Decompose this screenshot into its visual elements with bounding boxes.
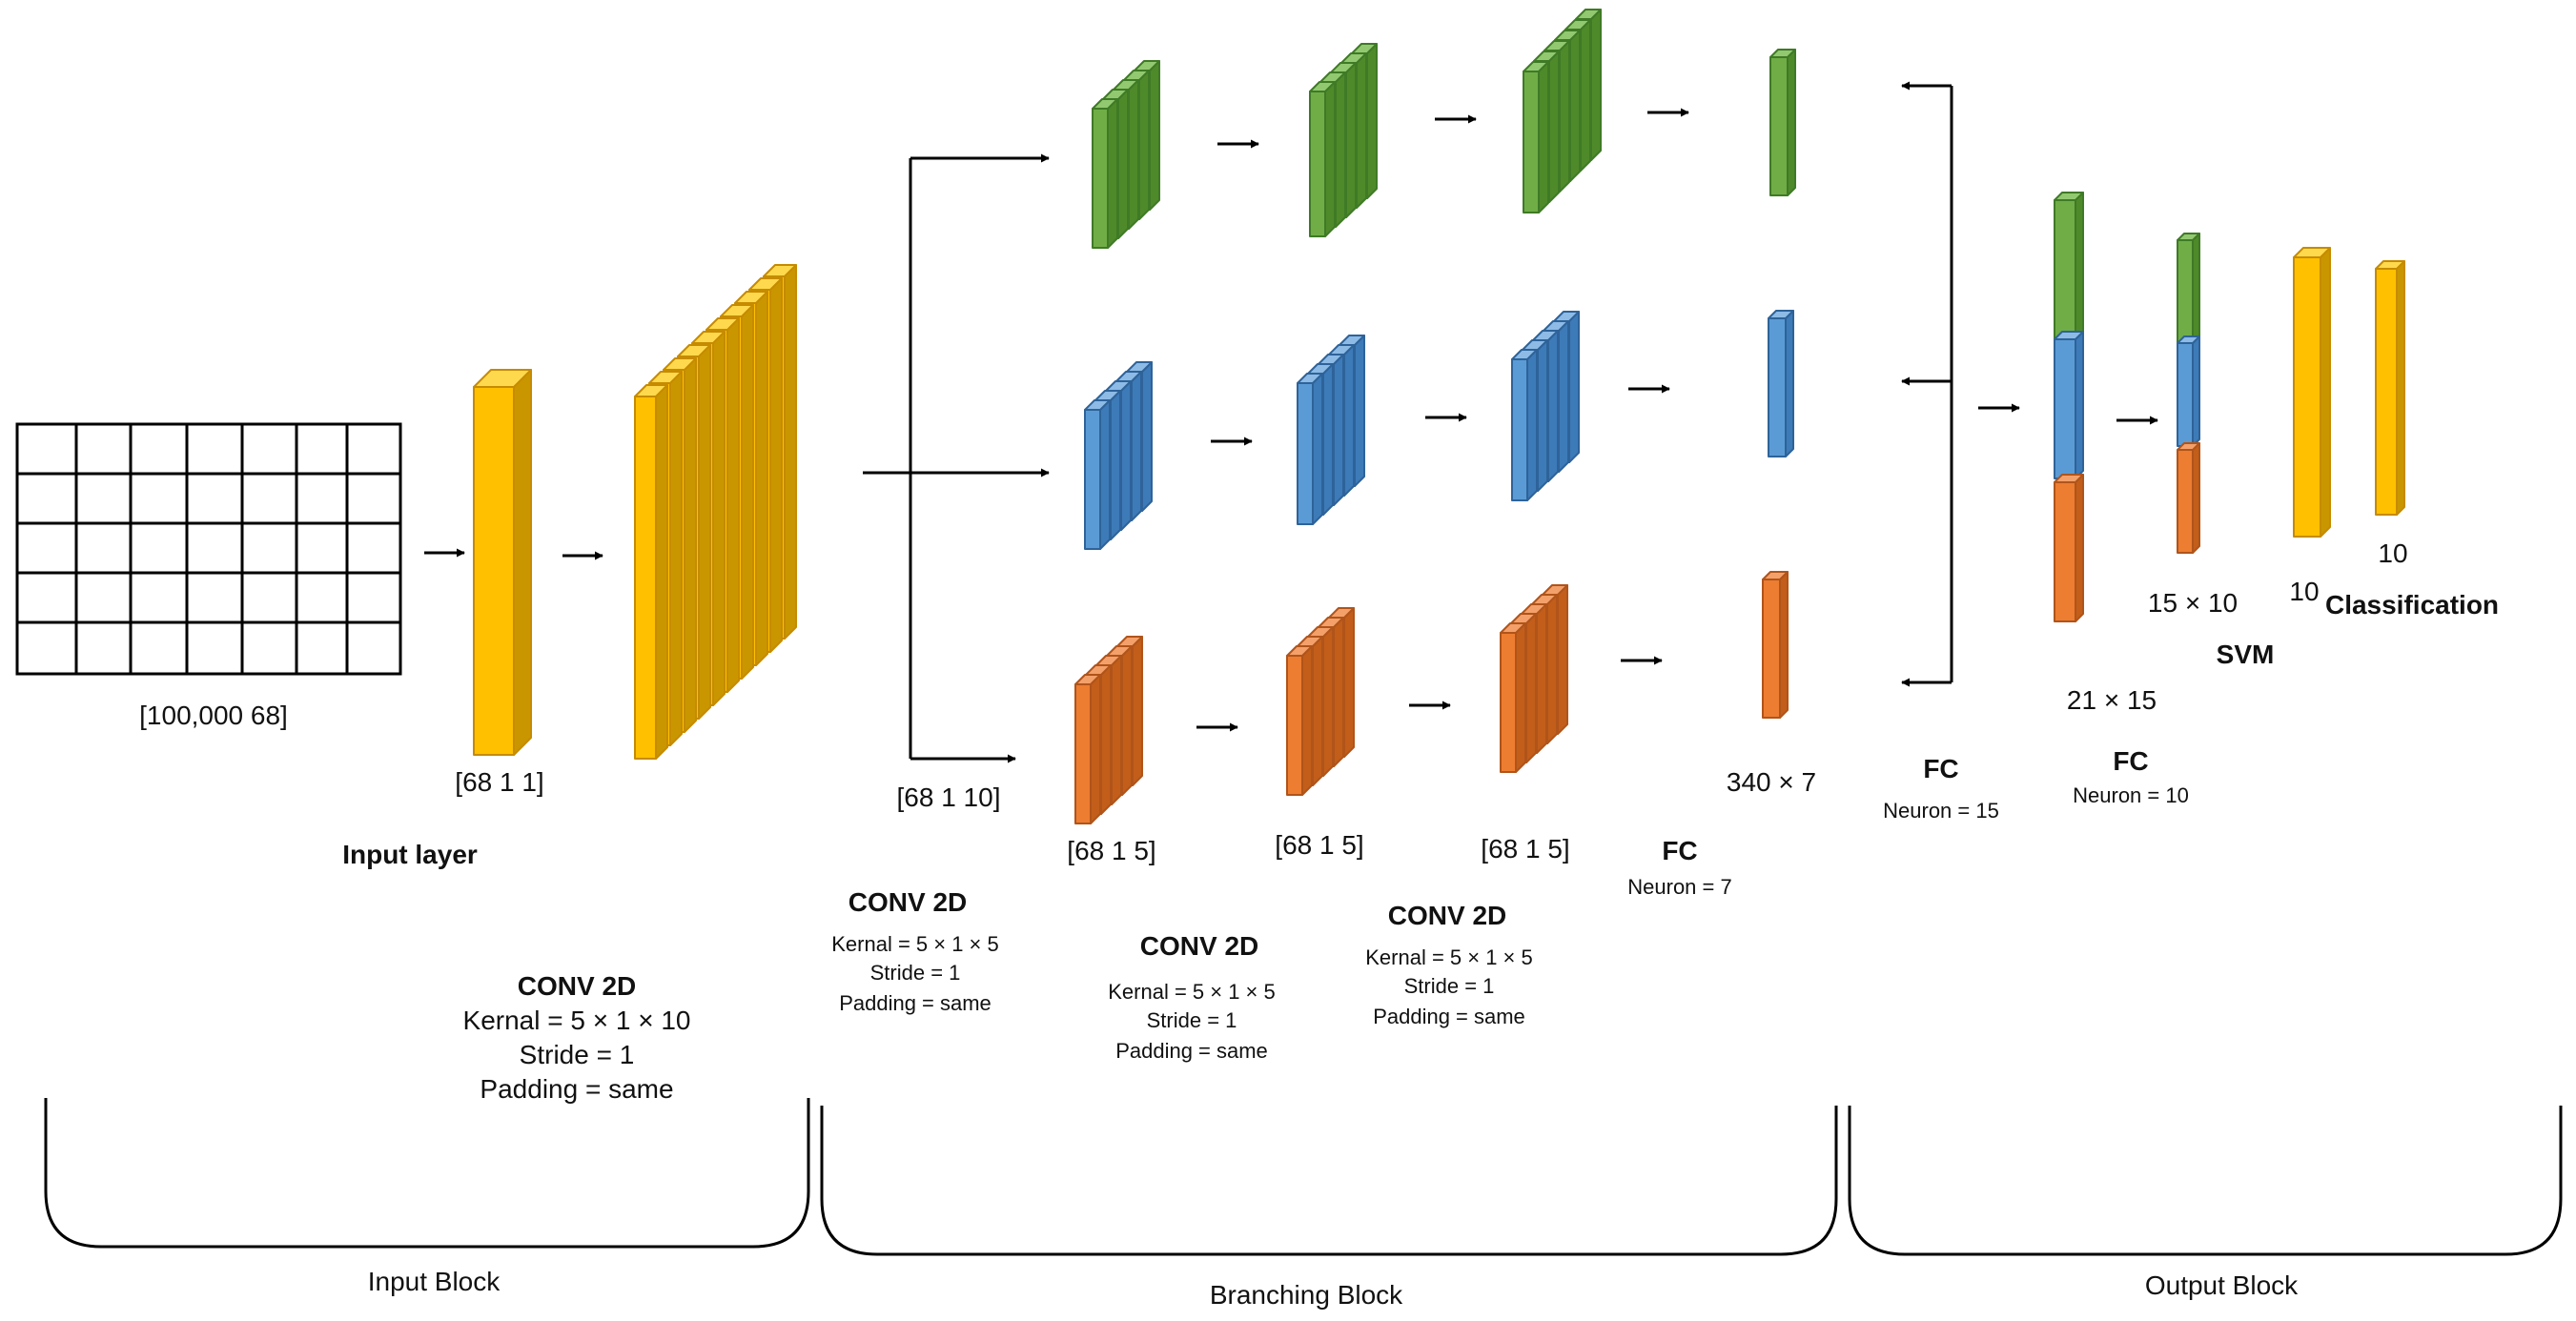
output-block-label: Output Block [2145,1270,2299,1300]
orange-conv3-stack [1500,584,1568,773]
green-fc-block [1769,49,1796,196]
conv3-kernel: Kernal = 5 × 1 × 5 [1365,945,1533,969]
fc1-title: FC [1923,754,1958,783]
conv3-stride: Stride = 1 [1404,974,1495,998]
svm-shape: 10 [2289,577,2319,606]
orange-conv1-stack [1074,636,1143,824]
branch-shape-3: [68 1 5] [1481,834,1569,864]
svm-title: SVM [2217,640,2275,669]
blue-conv3-stack [1511,311,1580,501]
blue-conv2-stack [1297,335,1365,525]
concat-blue [2054,331,2084,479]
branch-shape-2: [68 1 5] [1275,830,1363,860]
layer-blocks [473,9,2405,824]
branching-block-brace [820,1106,1838,1256]
classification-title: Classification [2325,590,2499,620]
svm-block [2293,247,2331,538]
branch-shape-1: [68 1 5] [1067,836,1155,865]
conv2-stride: Stride = 1 [1147,1008,1237,1032]
blue-fc-block [1768,310,1794,457]
fc-branch-title: FC [1662,836,1697,865]
fc2-orange [2177,442,2200,554]
green-conv2-stack [1309,43,1378,237]
input-conv-stack [634,264,797,760]
conv1-stride: Stride = 1 [870,961,961,985]
conv3-title: CONV 2D [1388,901,1506,930]
conv1-title: CONV 2D [848,887,967,917]
fc2-title: FC [2113,746,2148,776]
fc1-neuron: Neuron = 15 [1883,799,1999,823]
conv2-title: CONV 2D [1140,931,1258,961]
conv-input-padding: Padding = same [480,1074,673,1104]
input-block-label: Input Block [368,1267,501,1296]
conv2-kernel: Kernal = 5 × 1 × 5 [1108,980,1276,1004]
conv1-padding: Padding = same [839,991,992,1015]
input-layer-block [473,369,532,756]
fc2-blue [2177,335,2200,447]
input-block-brace [44,1098,810,1249]
split-shape: [68 1 10] [897,782,1001,812]
conv-input-kernel: Kernal = 5 × 1 × 10 [463,1006,691,1035]
blue-conv1-stack [1084,361,1153,550]
green-conv3-stack [1523,9,1602,213]
orange-fc-block [1762,571,1789,719]
input-data-matrix [15,422,402,676]
concat-shape: 21 × 15 [2067,685,2157,715]
orange-conv2-stack [1286,607,1355,796]
classification-block [2375,260,2405,516]
matrix-shape-label: [100,000 68] [139,701,288,730]
classification-shape: 10 [2378,539,2407,568]
concat-green [2054,192,2084,340]
concat-orange [2054,474,2084,622]
conv2-padding: Padding = same [1115,1039,1268,1063]
conv3-padding: Padding = same [1373,1005,1525,1028]
fc2-shape: 15 × 10 [2148,588,2238,618]
fc2-green [2177,233,2200,343]
fc2-neuron: Neuron = 10 [2073,783,2189,807]
input-layer-title: Input layer [342,840,478,869]
conv1-kernel: Kernal = 5 × 1 × 5 [831,932,999,956]
branching-block-label: Branching Block [1210,1280,1403,1310]
green-conv1-stack [1092,60,1160,249]
flow-arrows [424,81,2158,763]
conv-input-title: CONV 2D [518,971,636,1001]
input-layer-shape: [68 1 1] [455,767,543,797]
fc-branch-shape: 340 × 7 [1727,767,1816,797]
fc-branch-neuron: Neuron = 7 [1627,875,1731,899]
conv-input-stride: Stride = 1 [520,1040,635,1069]
branch-splitter [863,158,912,759]
block-braces [44,1098,2563,1256]
output-block-brace [1848,1106,2563,1256]
